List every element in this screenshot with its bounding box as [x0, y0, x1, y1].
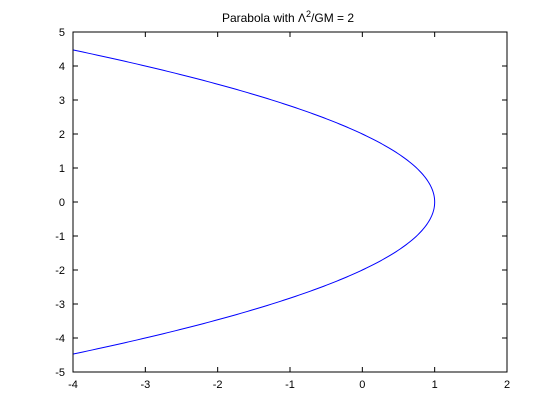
chart-title: Parabola with Λ2/GM = 2: [222, 9, 354, 25]
x-tick-label: 0: [359, 379, 365, 391]
y-tick-label: 0: [59, 197, 65, 209]
x-tick-label: 1: [432, 379, 438, 391]
x-tick-label: -3: [140, 379, 150, 391]
x-tick-label: -1: [285, 379, 295, 391]
y-tick-label: -1: [55, 231, 65, 243]
x-tick-label: -2: [213, 379, 223, 391]
y-tick-label: 2: [59, 129, 65, 141]
y-tick-label: 3: [59, 95, 65, 107]
y-tick-label: -2: [55, 265, 65, 277]
y-tick-label: 4: [59, 61, 65, 73]
y-axis-ticks: -5 -4 -3 -2 -1 0 1 2 3 4 5: [55, 27, 507, 379]
x-tick-label: -4: [68, 379, 78, 391]
y-tick-label: 1: [59, 163, 65, 175]
parabola-curve: [73, 50, 434, 354]
x-axis-ticks: -4 -3 -2 -1 0 1 2: [68, 32, 510, 391]
x-tick-label: 2: [504, 379, 510, 391]
y-tick-label: -3: [55, 299, 65, 311]
y-tick-label: -4: [55, 333, 65, 345]
plot-area: [73, 32, 507, 372]
y-tick-label: -5: [55, 367, 65, 379]
y-tick-label: 5: [59, 27, 65, 39]
